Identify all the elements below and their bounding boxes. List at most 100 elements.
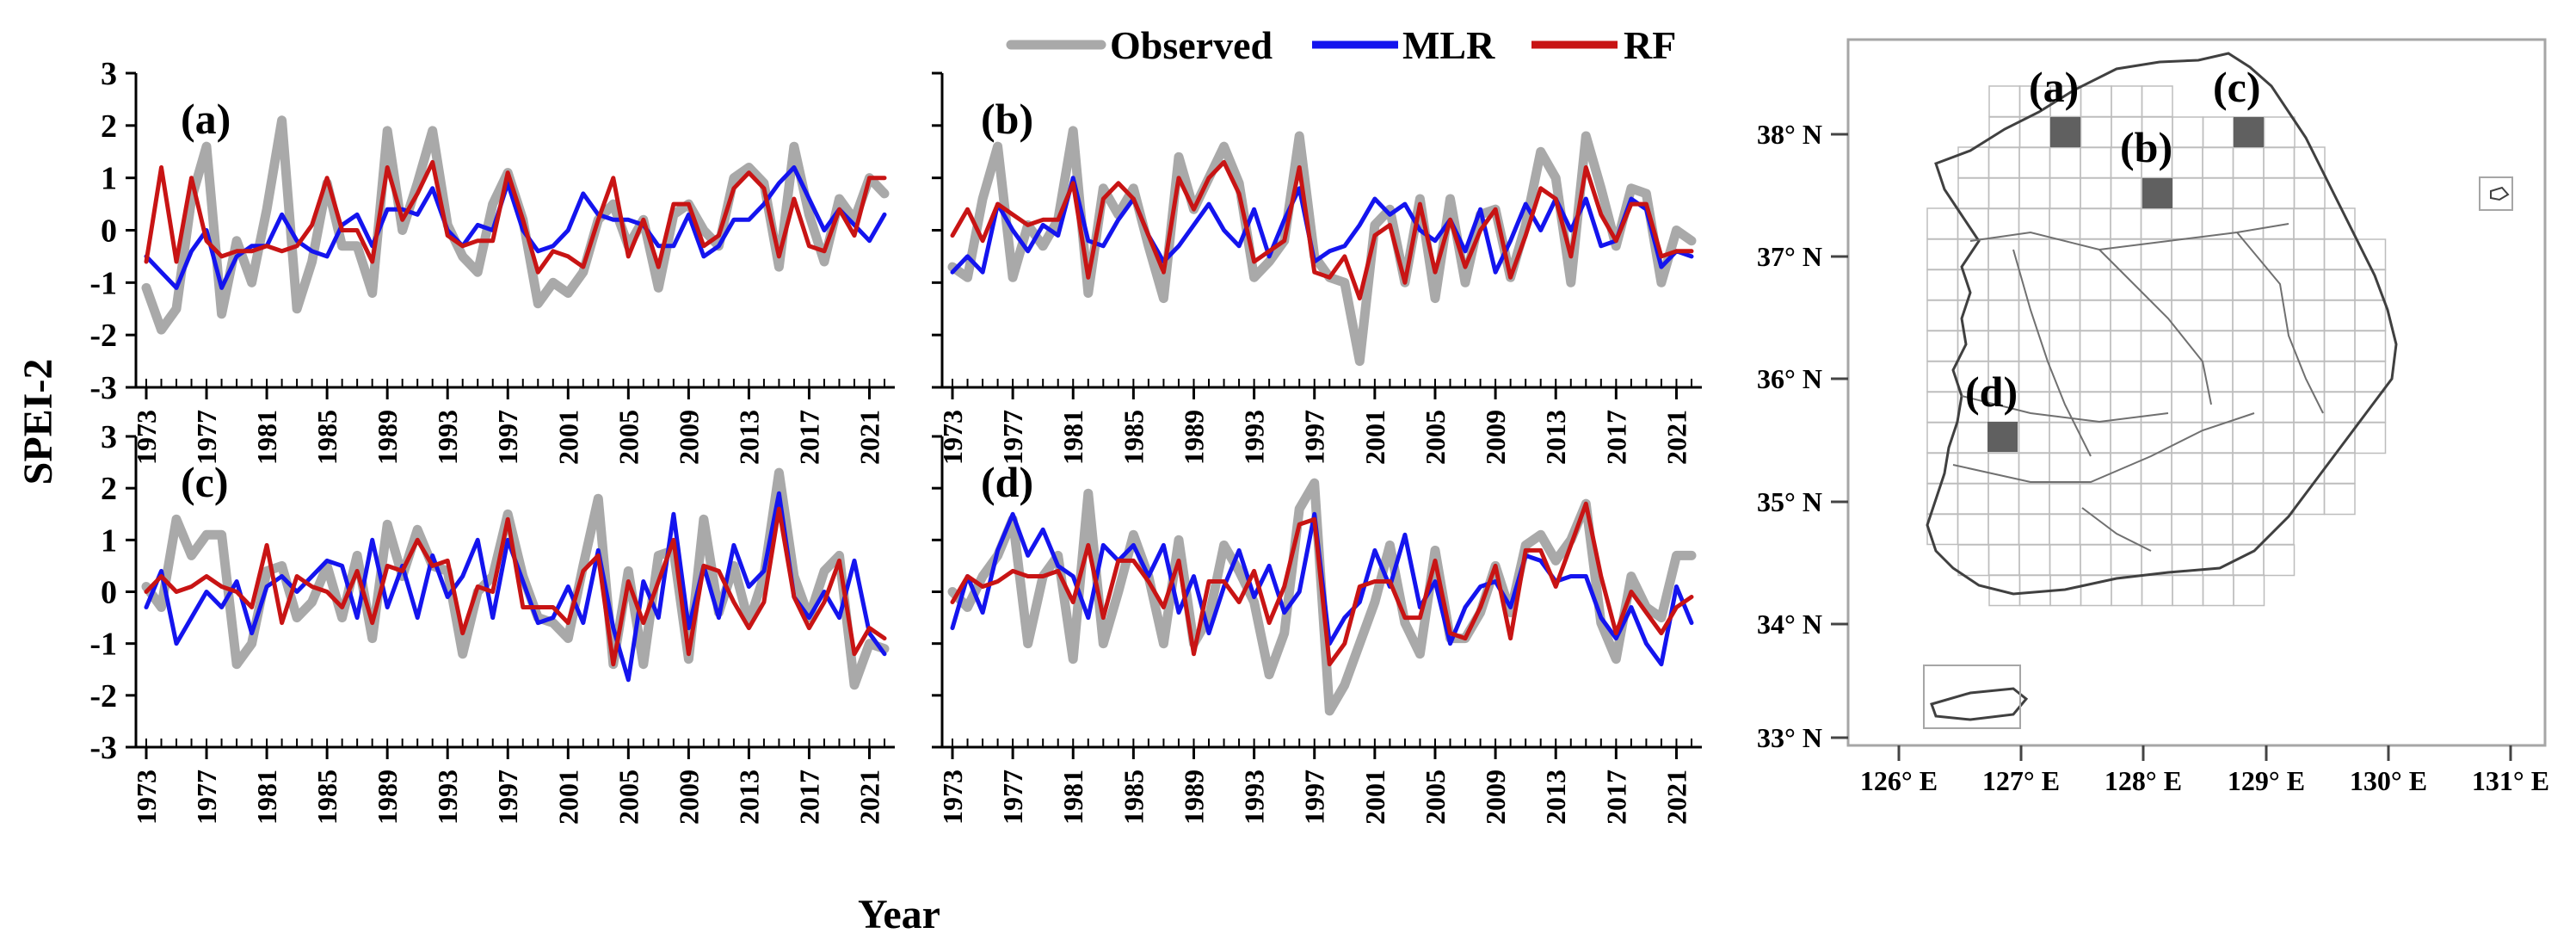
mainland-coastline [1926,52,2398,596]
grid-cell [2293,146,2326,179]
x-tick-label: 1985 [311,410,342,465]
grid-cell [2079,361,2111,393]
grid-cell [1957,513,1989,546]
grid-cell [2018,483,2050,516]
grid-cell [2049,207,2081,240]
x-tick-label: 1981 [1057,410,1088,465]
grid-cell [2232,146,2265,179]
grid-cell [2110,207,2142,240]
grid-cell [2018,513,2050,546]
grid-cell [2201,300,2234,332]
lat-ticks [1831,133,1848,739]
x-tick-label: 1973 [131,770,162,825]
grid-cell [1957,422,1989,454]
grid-cell [2232,483,2265,516]
panel-tag: (a) [181,95,231,143]
x-tick-label: 2009 [1480,770,1511,825]
map-grid-cells [1926,85,2387,607]
lat-label-36: 36° N [1757,363,1822,394]
x-tick-label: 2001 [1359,410,1390,465]
grid-cell [2262,483,2295,516]
ulleung-cell [2479,176,2513,211]
grid-cell [1926,300,1959,332]
grid-cell [2110,300,2142,332]
grid-cell [2232,513,2265,546]
grid-cell [1926,207,1959,240]
grid-cell [2293,361,2326,393]
y-tick-label: 2 [101,108,117,145]
grid-cell [2201,422,2234,454]
grid-cell [1988,116,2021,149]
grid-cell [2018,330,2050,362]
x-tick-label: 2001 [1359,770,1390,825]
grid-cell [2171,391,2203,423]
grid-cell [2080,177,2112,210]
grid-cell [2293,269,2326,301]
grid-cell [2232,330,2265,362]
x-tick-label: 1981 [251,410,282,465]
grid-cell [2323,330,2356,362]
grid-cell [2049,146,2081,179]
grid-cell [2263,177,2296,210]
grid-cell [2201,330,2234,362]
panel-b: 1973 1977 1981 1985 1989 1993 1997 2001 2005 2009… [932,71,1702,465]
y-tick-label: -1 [89,265,117,301]
series-line-mlr [144,165,887,290]
lat-label-35: 35° N [1757,486,1822,517]
x-tick-label: 2001 [552,770,583,825]
grid-cell [2201,483,2234,516]
x-tick-label: 2017 [1600,770,1631,825]
grid-cell [1987,177,2020,210]
x-tick-label: 2013 [733,770,764,825]
series-line-rf [144,159,887,275]
lon-label-129: 129° E [2228,765,2305,796]
grid-cell [2262,238,2295,271]
grid-cell [2201,391,2234,423]
grid-cell [1957,544,1990,577]
series-line-rf [144,506,887,667]
grid-cell [2323,207,2356,240]
site-label-b: (b) [2120,123,2172,171]
grid-cell [2049,177,2081,210]
x-tick-label: 2005 [613,410,644,465]
grid-cell [2080,544,2112,577]
grid-cell [2323,300,2356,332]
grid-cell [1987,300,2020,332]
grid-cell [2293,330,2326,362]
grid-cell [2201,513,2234,546]
grid-cell [2079,422,2111,454]
y-tick-label: -3 [89,370,117,406]
grid-cell [2232,391,2265,423]
grid-cell [2232,361,2265,393]
series-line-observed [947,126,1697,367]
series-line-observed [141,467,890,690]
grid-cell [2171,207,2203,240]
grid-cell [2018,238,2050,271]
grid-cell [2233,574,2265,607]
x-tick-label: 1993 [432,770,463,825]
panel-c: 3 2 1 0 -1 -2 -3 1973 1977 1981 1985 1989 1993 1997 20… [89,419,895,825]
province-borders [1952,223,2324,552]
grid-cell [2110,330,2142,362]
legend-label-rf: RF [1624,23,1676,67]
grid-cell [2110,361,2142,393]
grid-cell [2079,452,2111,485]
grid-cell [2262,300,2295,332]
x-tick-label: 1997 [492,770,523,825]
grid-cell [2202,116,2234,149]
site-marker-d [1987,422,2018,452]
x-tick-label: 2013 [733,410,764,465]
x-axis-title: Year [858,892,940,937]
x-tick-label: 1997 [1299,770,1330,825]
site-label-c: (c) [2213,63,2261,111]
y-tick-label: -2 [89,678,117,714]
grid-cell [2141,85,2173,118]
grid-cell [2140,207,2172,240]
x-tick-label: 2017 [793,410,824,465]
series-line-rf [950,159,1694,301]
lon-ticks [1897,745,2512,761]
x-tick-label: 2017 [1600,410,1631,465]
x-tick-label: 1977 [191,410,222,465]
grid-cell [2323,361,2356,393]
grid-cell [2110,483,2142,516]
